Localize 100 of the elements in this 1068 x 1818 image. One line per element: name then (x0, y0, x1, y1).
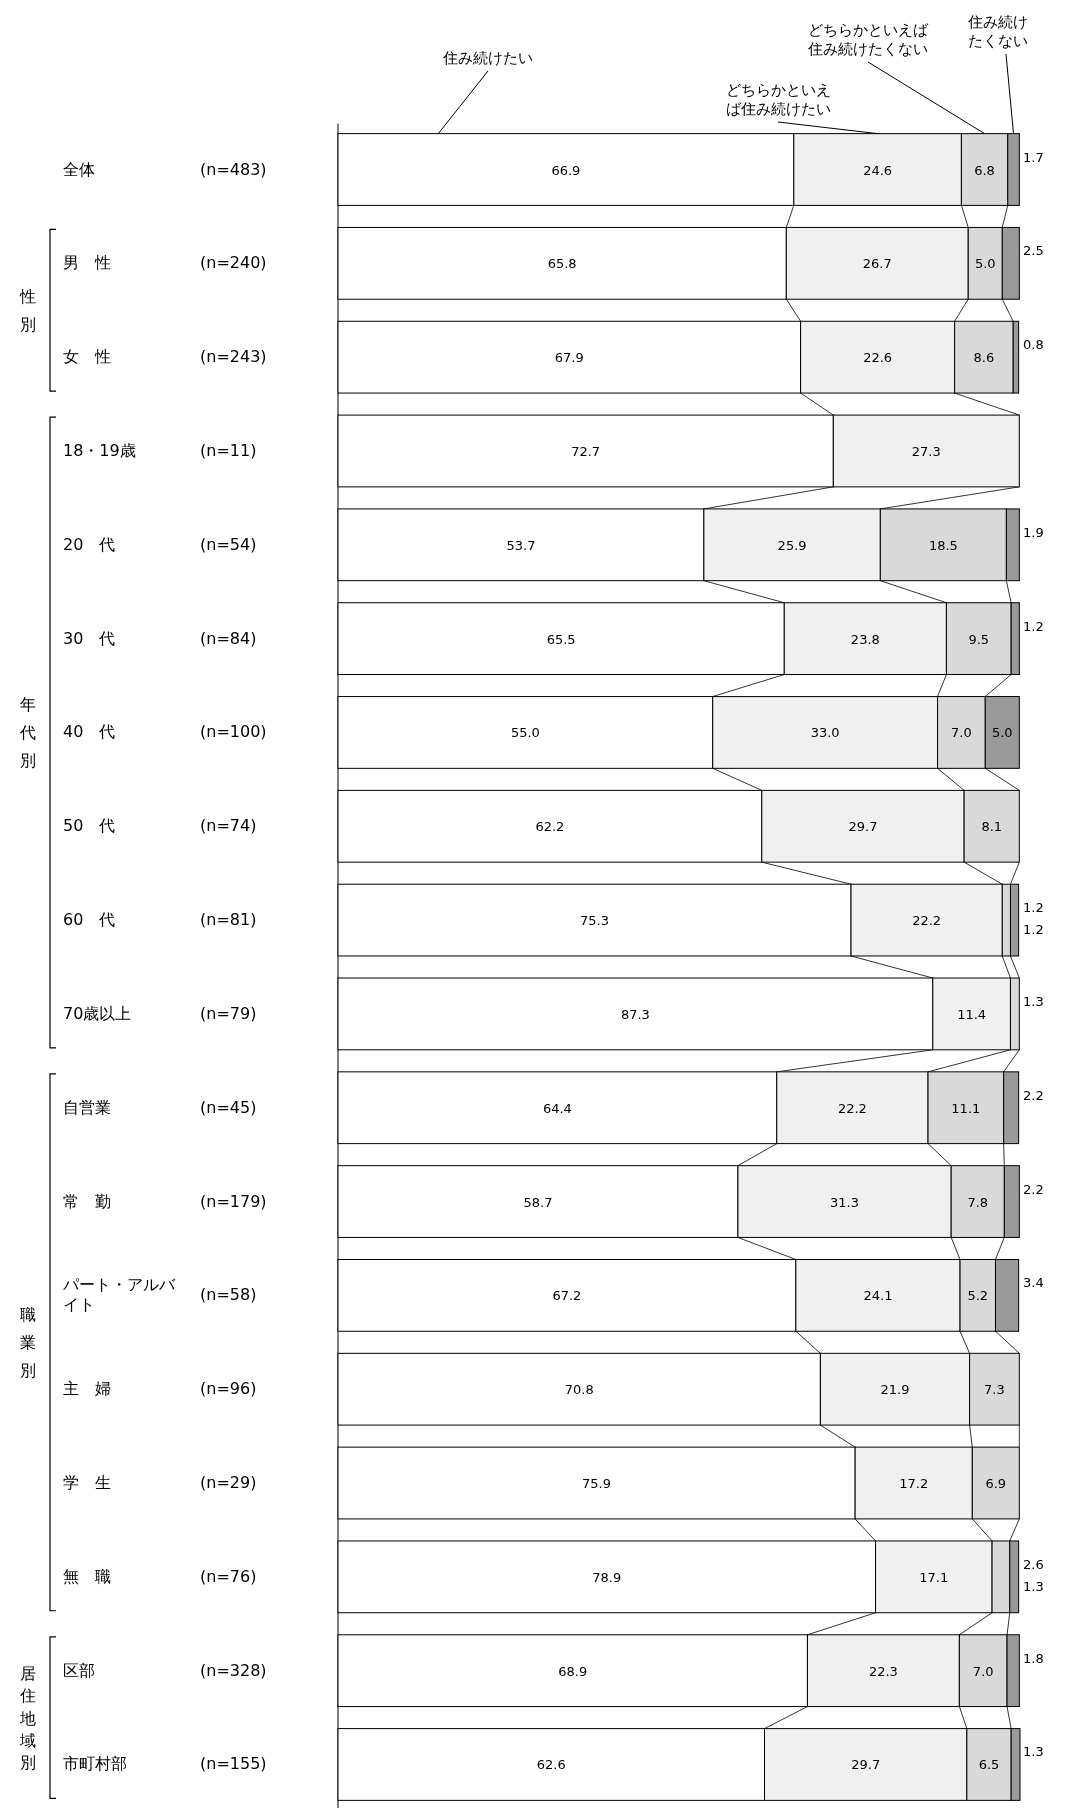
data-label: 5.0 (991, 725, 1013, 741)
data-label: 5.2 (967, 1288, 989, 1304)
y-tick-label: 区部 (63, 1660, 95, 1680)
y-tick-label: パート・アルバイト (62, 1275, 176, 1315)
data-label: 29.7 (848, 819, 878, 835)
data-label: 64.4 (542, 1100, 572, 1116)
data-label: 2.5 (1023, 243, 1044, 259)
data-label: 1.3 (1023, 1578, 1044, 1594)
data-label: 17.1 (919, 1569, 949, 1585)
y-tick-label: 70歳以上 (63, 1003, 132, 1023)
data-label: 1.3 (1023, 1744, 1044, 1760)
y-tick-label: 18・19歳 (63, 440, 136, 460)
data-label: 67.9 (554, 350, 584, 366)
text: 年代別 (19, 695, 36, 771)
data-label: 1.3 (1023, 993, 1044, 1009)
y2-tick-label: (n=74) (200, 816, 257, 836)
y-tick-label: 主 婦 (63, 1379, 111, 1399)
y-tick-label: 市町村部 (63, 1754, 127, 1774)
y2-tick-label: (n=58) (200, 1285, 257, 1305)
data-label: 65.8 (547, 256, 577, 272)
y2-tick-label: (n=11) (200, 440, 257, 460)
y2-tick-label: (n=155) (200, 1754, 267, 1774)
data-label: 75.9 (582, 1476, 612, 1492)
y2-tick-label: (n=81) (200, 910, 257, 930)
data-label: 78.9 (592, 1569, 622, 1585)
text: 住み続けたくない (967, 13, 1028, 50)
y-tick-label: 30 代 (63, 628, 116, 648)
data-label: 87.3 (620, 1006, 650, 1022)
data-label: 7.0 (972, 1663, 994, 1679)
data-label: 1.2 (1023, 900, 1044, 916)
data-label: 2.2 (1023, 1087, 1044, 1103)
data-label: 1.2 (1023, 618, 1044, 634)
y2-tick-label: (n=45) (200, 1097, 257, 1117)
data-label: 18.5 (928, 537, 958, 553)
data-label: 7.3 (984, 1382, 1005, 1398)
y2-tick-label: (n=179) (200, 1191, 267, 1211)
y2-tick-label: (n=100) (200, 722, 267, 742)
data-label: 7.0 (951, 725, 972, 741)
data-label: 58.7 (523, 1194, 553, 1210)
data-label: 66.9 (551, 162, 581, 178)
data-label: 17.2 (899, 1476, 929, 1492)
data-label: 1.8 (1023, 1650, 1044, 1666)
data-label: 22.2 (912, 913, 942, 929)
data-label: 6.5 (978, 1757, 1000, 1773)
data-label: 2.2 (1023, 1181, 1044, 1197)
text: 職業別 (20, 1305, 36, 1381)
text: 性別 (19, 287, 36, 335)
data-label: 65.5 (546, 631, 576, 647)
y2-tick-label: (n=243) (200, 347, 267, 367)
y-tick-label: 無 職 (63, 1566, 111, 1586)
data-label: 7.8 (967, 1194, 989, 1210)
y2-tick-label: (n=54) (200, 534, 257, 554)
data-label: 22.6 (863, 350, 893, 366)
y-tick-label: 20 代 (63, 534, 116, 554)
data-label: 24.6 (863, 162, 893, 178)
y2-tick-label: (n=328) (200, 1660, 267, 1680)
y2-tick-label: (n=96) (200, 1379, 257, 1399)
data-label: 21.9 (880, 1382, 910, 1398)
y2-tick-label: (n=79) (200, 1003, 257, 1023)
data-label: 29.7 (851, 1757, 881, 1773)
data-label: 22.3 (868, 1663, 898, 1679)
data-label: 22.2 (837, 1100, 867, 1116)
y-tick-label: 女 性 (63, 347, 111, 367)
y-tick-label: 自営業 (63, 1097, 111, 1117)
y2-tick-label: (n=29) (200, 1473, 257, 1493)
y-tick-label: 男 性 (63, 253, 111, 273)
data-label: 8.6 (973, 350, 995, 366)
data-label: 70.8 (564, 1382, 594, 1398)
data-label: 31.3 (830, 1194, 860, 1210)
data-label: 6.8 (974, 162, 995, 178)
y2-tick-label: (n=240) (200, 253, 267, 273)
y2-tick-label: (n=76) (200, 1566, 257, 1586)
y-tick-label: 全体 (63, 159, 95, 179)
data-label: 1.9 (1023, 524, 1044, 540)
data-label: 55.0 (510, 725, 540, 741)
y-tick-label: 50 代 (63, 816, 116, 836)
data-label: 3.4 (1023, 1275, 1044, 1291)
data-label: 72.7 (571, 443, 601, 459)
y-tick-label: 40 代 (63, 722, 116, 742)
text: 居住地域別 (19, 1663, 36, 1773)
data-label: 0.8 (1023, 337, 1044, 353)
data-label: 33.0 (810, 725, 840, 741)
y2-tick-label: (n=84) (200, 628, 257, 648)
data-label: 75.3 (580, 913, 609, 929)
data-label: 9.5 (968, 631, 990, 647)
data-label: 26.7 (862, 256, 892, 272)
y2-tick-label: (n=483) (200, 159, 267, 179)
y-tick-label: 学 生 (63, 1473, 111, 1493)
data-label: 24.1 (863, 1288, 893, 1304)
data-label: 8.1 (981, 819, 1003, 835)
text: どちらかといえば住み続けたくない (807, 21, 929, 58)
data-label: 53.7 (506, 537, 536, 553)
data-label: 62.6 (536, 1757, 566, 1773)
data-label: 1.2 (1023, 922, 1044, 938)
data-label: 25.9 (777, 537, 807, 553)
data-label: 11.1 (951, 1100, 981, 1116)
data-label: 6.9 (985, 1476, 1007, 1492)
y-tick-label: 常 勤 (63, 1191, 111, 1211)
data-label: 1.7 (1023, 149, 1044, 165)
data-label: 5.0 (974, 256, 996, 272)
